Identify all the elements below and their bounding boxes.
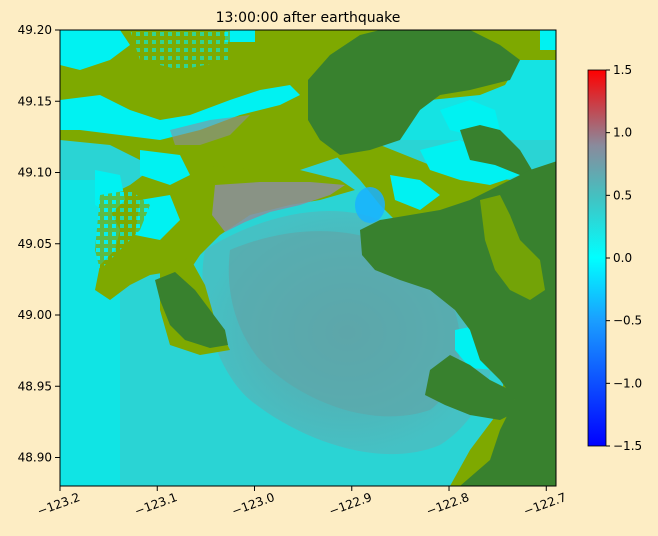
map-image bbox=[60, 30, 556, 486]
land-dark-point-roberts bbox=[155, 272, 228, 348]
x-tick-label: −123.0 bbox=[230, 490, 277, 518]
x-tick-label: −122.9 bbox=[327, 490, 374, 518]
y-tick-label: 49.15 bbox=[18, 94, 52, 108]
y-tick-label: 49.20 bbox=[18, 23, 52, 37]
land-dark-north-shore bbox=[308, 30, 520, 155]
colorbar-tick-label: −1.5 bbox=[613, 439, 642, 453]
land-dark-east-upper bbox=[460, 125, 535, 175]
chart-title: 13:00:00 after earthquake bbox=[216, 10, 401, 26]
colorbar-gradient bbox=[587, 69, 607, 447]
colorbar-tick-label: 0.0 bbox=[613, 251, 632, 265]
colorbar-tick-label: 1.5 bbox=[613, 63, 632, 77]
y-tick-label: 48.90 bbox=[18, 451, 52, 465]
colorbar-tick-label: −0.5 bbox=[613, 314, 642, 328]
colorbar-tick-label: −1.0 bbox=[613, 376, 642, 390]
x-tick-label: −123.1 bbox=[133, 490, 180, 518]
land-dark-semiahmoo bbox=[425, 355, 520, 420]
y-tick-label: 49.00 bbox=[18, 308, 52, 322]
surge-gray bbox=[212, 182, 345, 232]
y-tick-label: 48.95 bbox=[18, 379, 52, 393]
x-tick-label: −122.7 bbox=[522, 490, 569, 518]
colorbar-tick-label: 1.0 bbox=[613, 126, 632, 140]
y-tick-label: 49.05 bbox=[18, 237, 52, 251]
colorbar-tick-label: 0.5 bbox=[613, 188, 632, 202]
colorbar: 1.5 1.0 0.5 0.0 −0.5 −1.0 −1.5 bbox=[587, 63, 642, 453]
x-tick-label: −122.8 bbox=[424, 490, 471, 518]
trough-spot bbox=[355, 187, 385, 223]
map-frame bbox=[59, 29, 557, 487]
x-tick-label: −123.2 bbox=[35, 490, 82, 518]
y-tick-label: 49.10 bbox=[18, 166, 52, 180]
